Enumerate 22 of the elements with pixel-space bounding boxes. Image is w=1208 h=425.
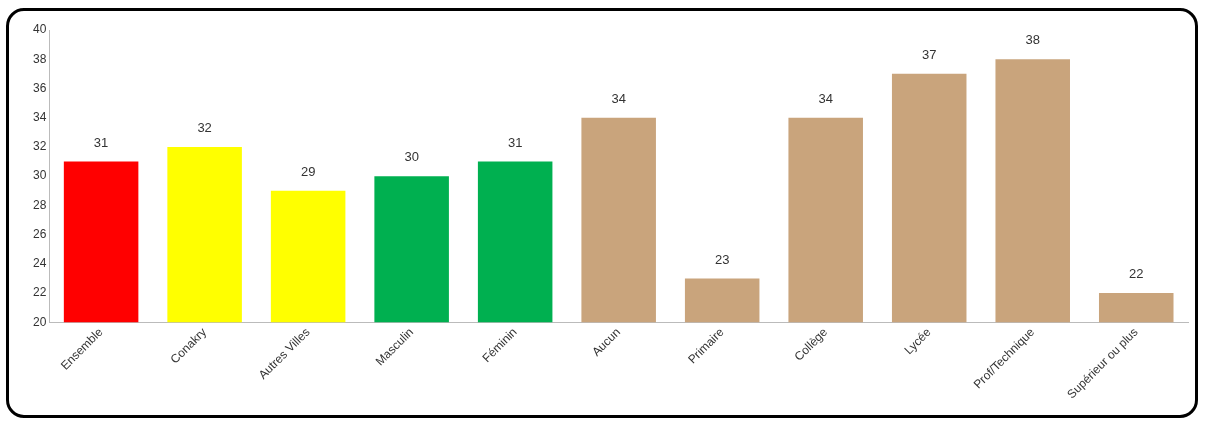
y-tick-label: 38 — [32, 51, 47, 66]
data-label: 30 — [404, 149, 419, 165]
data-label: 29 — [300, 163, 316, 179]
y-tick-label: 30 — [32, 168, 47, 183]
y-tick-label: 24 — [32, 256, 47, 271]
data-label: 37 — [921, 46, 937, 62]
y-tick-label: 36 — [32, 80, 47, 95]
y-tick-label: 20 — [32, 314, 47, 329]
data-label: 22 — [1129, 266, 1144, 282]
data-label: 34 — [611, 90, 626, 106]
y-tick-label: 26 — [32, 226, 47, 241]
data-label: 23 — [714, 251, 730, 267]
y-tick-label: 22 — [32, 285, 47, 300]
y-tick-label: 32 — [32, 139, 47, 154]
y-tick-label: 28 — [32, 197, 47, 212]
y-tick-label: 34 — [32, 110, 47, 124]
data-label: 38 — [1025, 32, 1040, 48]
data-label: 31 — [507, 134, 523, 150]
data-label: 31 — [93, 134, 109, 150]
data-label: 34 — [818, 90, 833, 106]
data-label: 32 — [197, 120, 212, 135]
y-tick-label: 40 — [32, 22, 47, 37]
